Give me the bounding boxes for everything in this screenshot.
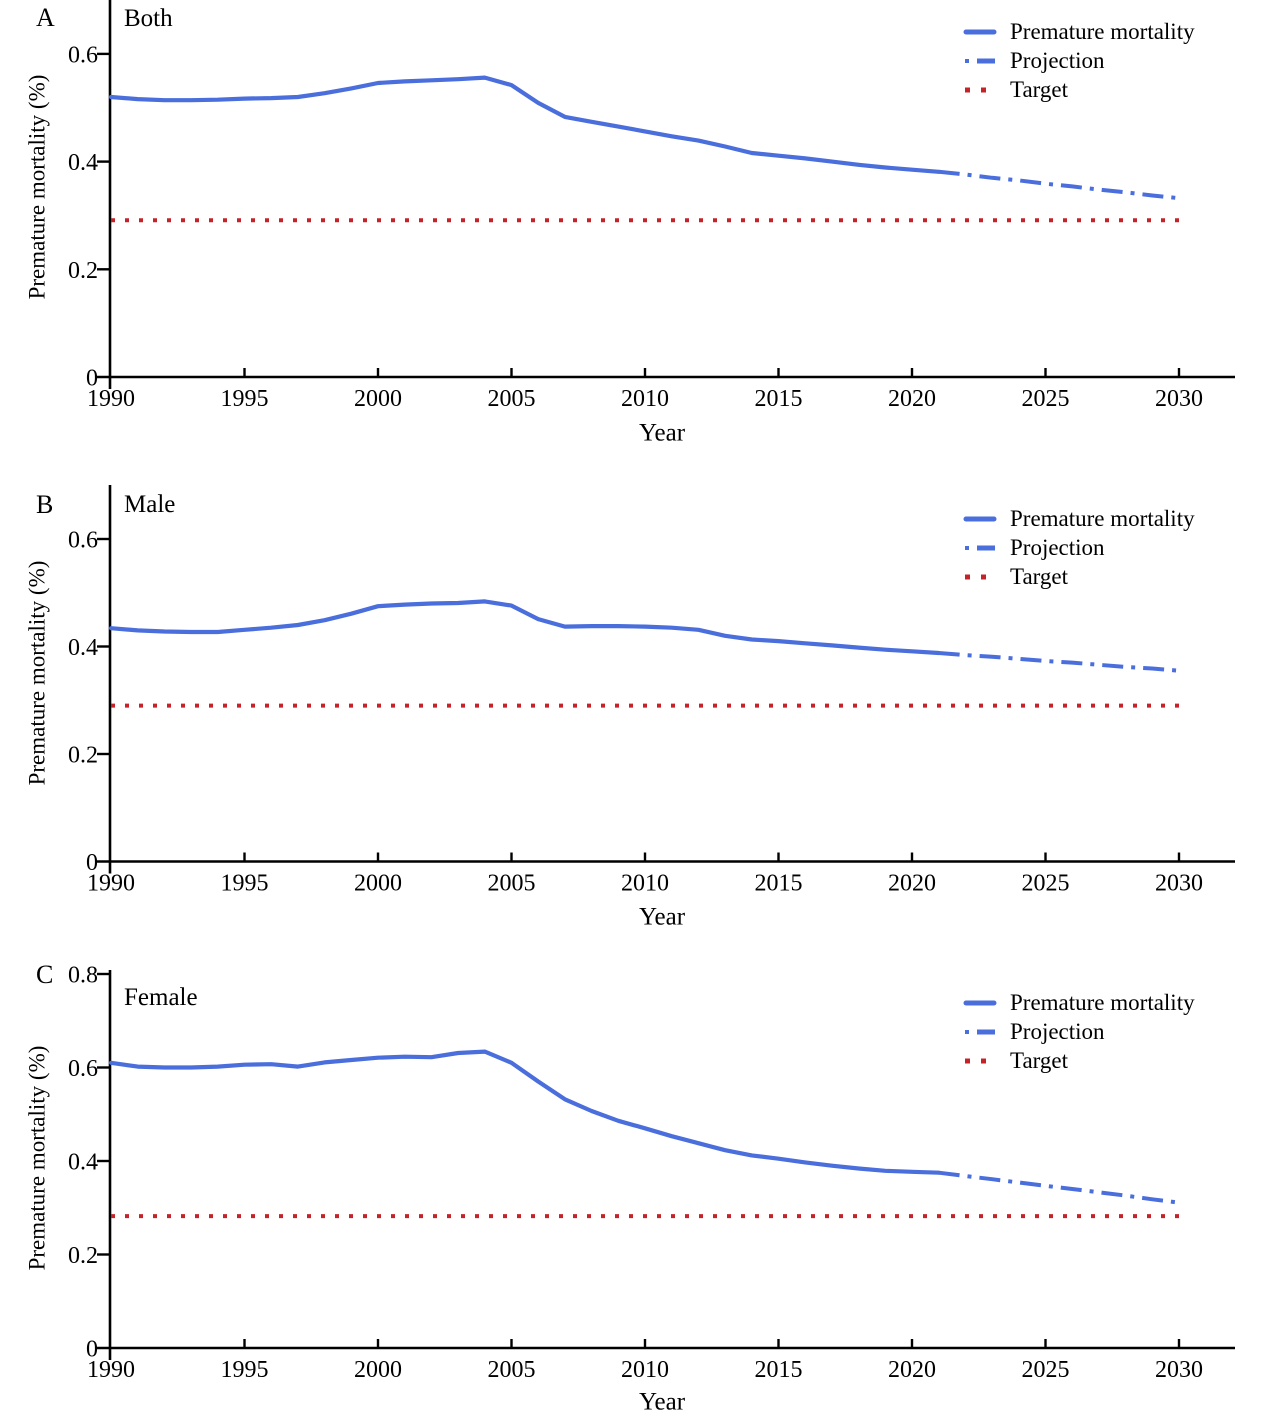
x-tick-label: 2000 (354, 871, 402, 897)
projection-line (938, 1170, 1180, 1205)
legend-label: Projection (1010, 1019, 1105, 1044)
legend-item-premature-mortality: Premature mortality (963, 988, 1195, 1017)
x-tick-label: 1995 (221, 871, 269, 897)
panel-b-title: Male (124, 491, 176, 518)
mortality-line (108, 599, 941, 656)
legend-item-target: Target (963, 562, 1195, 591)
dotted-line-swatch-icon (965, 1058, 986, 1063)
panel-a-legend: Premature mortality Projection Target (963, 17, 1195, 104)
x-tick-label: 1990 (87, 871, 135, 897)
projection-line (938, 651, 1180, 673)
mortality-line (108, 75, 941, 174)
x-tick-label: 2010 (621, 871, 669, 897)
legend-item-projection: Projection (963, 1017, 1195, 1046)
legend-label: Premature mortality (1010, 506, 1195, 531)
y-tick-label: 0.6 (68, 42, 98, 68)
x-tick-label: 2005 (488, 1357, 536, 1383)
x-tick-label: 2025 (1022, 1357, 1070, 1383)
solid-line-swatch-icon (963, 516, 997, 521)
legend-item-premature-mortality: Premature mortality (963, 17, 1195, 46)
panel-a-y-axis-label: Premature mortality (%) (24, 74, 50, 300)
panel-c-x-axis-label: Year (638, 1388, 686, 1416)
panel-a-letter: A (36, 3, 55, 32)
y-tick-label: 0.6 (68, 528, 98, 554)
dotted-line-swatch-icon (965, 87, 986, 92)
x-tick-label: 2030 (1155, 871, 1203, 897)
x-tick-label: 2020 (888, 871, 936, 897)
y-tick-label: 0 (86, 850, 98, 876)
y-tick-label: 0.8 (68, 963, 98, 989)
panel-a-title: Both (124, 5, 173, 32)
solid-line-swatch-icon (963, 1000, 997, 1005)
solid-line-swatch-icon (963, 29, 997, 34)
y-tick-label: 0.4 (68, 1150, 98, 1176)
y-tick-label: 0 (86, 1337, 98, 1363)
x-tick-label: 1990 (87, 1357, 135, 1383)
panel-c-title: Female (124, 984, 198, 1011)
x-tick-label: 2010 (621, 386, 669, 412)
mortality-line (108, 1049, 941, 1175)
panel-c-legend: Premature mortality Projection Target (963, 988, 1195, 1075)
y-tick-label: 0.2 (68, 258, 98, 284)
x-tick-label: 2005 (488, 386, 536, 412)
y-tick-label: 0.4 (68, 150, 98, 176)
y-tick-label: 0.2 (68, 743, 98, 769)
legend-item-projection: Projection (963, 46, 1195, 75)
x-tick-label: 2020 (888, 386, 936, 412)
legend-label: Target (1010, 77, 1068, 102)
y-tick-label: 0.6 (68, 1056, 98, 1082)
dotted-line-swatch-icon (965, 574, 986, 579)
legend-label: Projection (1010, 48, 1105, 73)
x-tick-label: 1995 (221, 386, 269, 412)
dashdot-line-swatch-icon (965, 1029, 995, 1034)
dashdot-line-swatch-icon (965, 545, 995, 550)
projection-line (938, 169, 1180, 201)
dashdot-line-swatch-icon (965, 58, 995, 63)
legend-label: Target (1010, 564, 1068, 589)
y-tick-label: 0 (86, 366, 98, 392)
panel-b-letter: B (36, 490, 54, 519)
panel-a-x-axis-label: Year (638, 419, 686, 447)
legend-item-projection: Projection (963, 533, 1195, 562)
x-tick-label: 2015 (755, 1357, 803, 1383)
x-tick-label: 2010 (621, 1357, 669, 1383)
x-tick-label: 2025 (1022, 871, 1070, 897)
legend-item-target: Target (963, 75, 1195, 104)
x-tick-label: 2025 (1022, 386, 1070, 412)
legend-label: Target (1010, 1048, 1068, 1073)
x-tick-label: 2000 (354, 1357, 402, 1383)
panel-c-letter: C (36, 960, 54, 989)
panel-b-legend: Premature mortality Projection Target (963, 504, 1195, 591)
x-tick-label: 2030 (1155, 1357, 1203, 1383)
legend-item-premature-mortality: Premature mortality (963, 504, 1195, 533)
x-tick-label: 1995 (221, 1357, 269, 1383)
x-tick-label: 2015 (755, 386, 803, 412)
x-tick-label: 2015 (755, 871, 803, 897)
legend-label: Premature mortality (1010, 19, 1195, 44)
x-tick-label: 1990 (87, 386, 135, 412)
panel-b-y-axis-label: Premature mortality (%) (24, 560, 50, 786)
x-tick-label: 2005 (488, 871, 536, 897)
x-tick-label: 2000 (354, 386, 402, 412)
y-tick-label: 0.4 (68, 635, 98, 661)
x-tick-label: 2020 (888, 1357, 936, 1383)
legend-label: Premature mortality (1010, 990, 1195, 1015)
x-tick-label: 2030 (1155, 386, 1203, 412)
panel-c-y-axis-label: Premature mortality (%) (24, 1045, 50, 1271)
y-tick-label: 0.2 (68, 1243, 98, 1269)
panel-b-x-axis-label: Year (638, 903, 686, 931)
legend-item-target: Target (963, 1046, 1195, 1075)
legend-label: Projection (1010, 535, 1105, 560)
